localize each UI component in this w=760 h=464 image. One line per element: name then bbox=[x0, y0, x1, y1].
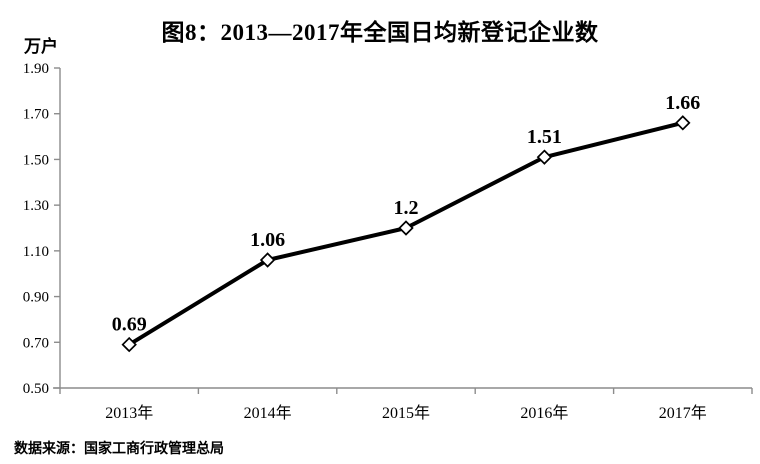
y-axis-tick-label: 0.50 bbox=[23, 381, 49, 397]
y-axis-tick-label: 1.90 bbox=[23, 61, 49, 77]
y-axis-tick-label: 0.70 bbox=[23, 335, 49, 351]
x-category-label: 2017年 bbox=[659, 404, 707, 422]
x-category-label: 2016年 bbox=[520, 404, 568, 422]
data-point-marker-2013年 bbox=[121, 336, 137, 353]
y-axis-unit-label: 万户 bbox=[24, 37, 58, 56]
x-category-label: 2013年 bbox=[105, 404, 153, 422]
data-point-marker-2014年 bbox=[259, 252, 276, 268]
chart-title: 图8：2013—2017年全国日均新登记企业数 bbox=[161, 20, 599, 45]
y-axis-tick-label: 0.90 bbox=[23, 290, 49, 306]
y-axis-tick-label: 1.30 bbox=[23, 198, 49, 214]
x-category-label: 2014年 bbox=[244, 404, 292, 422]
data-point-marker-2016年 bbox=[536, 149, 553, 165]
data-point-marker-2017年 bbox=[675, 115, 691, 131]
y-axis-tick-label: 1.70 bbox=[23, 107, 49, 123]
x-category-label: 2015年 bbox=[382, 404, 430, 422]
data-point-label: 1.66 bbox=[665, 92, 700, 114]
data-source-note: 数据来源：国家工商行政管理总局 bbox=[14, 440, 224, 456]
data-point-label: 0.69 bbox=[112, 314, 147, 336]
data-point-label: 1.51 bbox=[527, 126, 562, 148]
y-axis-tick-label: 1.10 bbox=[23, 244, 49, 260]
data-point-label: 1.06 bbox=[250, 229, 285, 251]
data-point-label: 1.2 bbox=[394, 197, 419, 219]
data-point-marker-2015年 bbox=[398, 220, 414, 236]
y-axis-tick-label: 1.50 bbox=[23, 152, 49, 168]
